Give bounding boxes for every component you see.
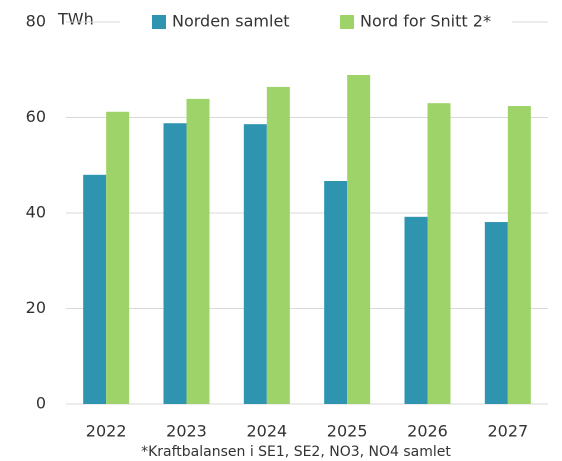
y-tick-label: 60: [26, 107, 46, 126]
legend-label: Norden samlet: [172, 12, 290, 31]
y-axis-label: TWh: [57, 10, 94, 29]
bar: [266, 86, 290, 404]
legend-swatch: [152, 15, 166, 29]
legend-swatch: [340, 15, 354, 29]
legend-label: Nord for Snitt 2*: [360, 12, 491, 31]
bar: [507, 106, 531, 404]
x-tick-label: 2026: [407, 422, 448, 441]
bar: [83, 174, 107, 404]
bar: [404, 216, 428, 404]
bar: [347, 75, 371, 404]
y-tick-label: 0: [36, 394, 46, 413]
bar: [186, 98, 210, 404]
x-tick-label: 2025: [327, 422, 368, 441]
bar: [163, 123, 187, 404]
bar: [324, 181, 348, 404]
x-tick-label: 2022: [86, 422, 127, 441]
legend-background: [120, 8, 512, 36]
bar: [484, 222, 508, 404]
y-tick-label: 20: [26, 298, 46, 317]
y-tick-label: 80: [26, 12, 46, 31]
footnote: *Kraftbalansen i SE1, SE2, NO3, NO4 saml…: [141, 444, 451, 460]
x-tick-label: 2027: [487, 422, 528, 441]
bar: [243, 124, 267, 404]
bar: [427, 103, 451, 405]
bar: [106, 111, 130, 405]
x-tick-label: 2024: [246, 422, 287, 441]
y-tick-label: 40: [26, 203, 46, 222]
x-tick-label: 2023: [166, 422, 207, 441]
